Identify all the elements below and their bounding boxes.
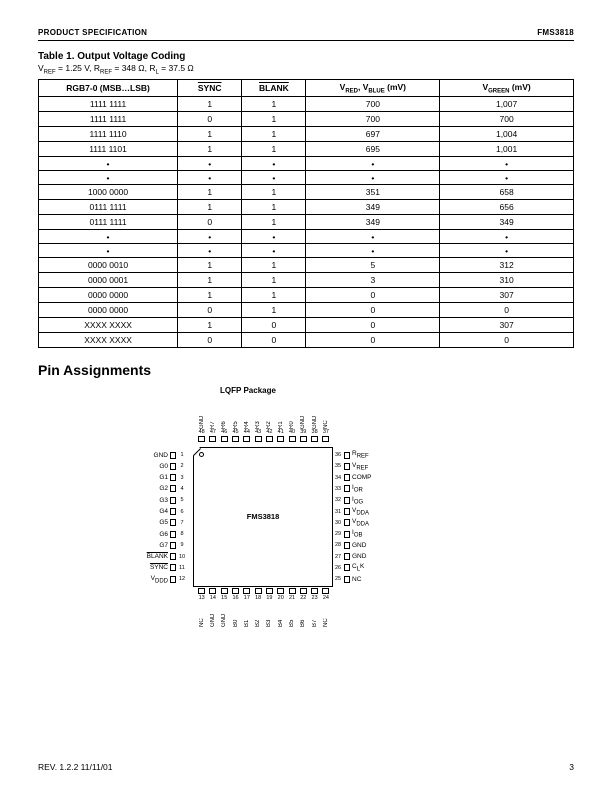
table-row: 0000 00000100 (39, 303, 574, 318)
chip-diagram: FMS3818 GND1G02G13G24G35G46G57G68G79BLAN… (98, 397, 458, 627)
table-header: RGB7-0 (MSB…LSB) (39, 79, 178, 97)
table-row: 0000 0001113310 (39, 273, 574, 288)
table-header: BLANK (242, 79, 306, 97)
table-row: 0111 111101349349 (39, 215, 574, 230)
page-header: PRODUCT SPECIFICATION FMS3818 (38, 28, 574, 41)
chip-part-number: FMS3818 (193, 512, 333, 521)
table-header: VRED, VBLUE (mV) (306, 79, 440, 97)
right-pins: 36RREF35VREF34COMP33IOR32IOG31VDDA30VDDA… (334, 449, 390, 585)
table-row: XXXX XXXX0000 (39, 333, 574, 348)
header-right: FMS3818 (537, 28, 574, 37)
table-row: 0000 0000110307 (39, 288, 574, 303)
table-header: VGREEN (mV) (440, 79, 574, 97)
table-subtitle: VREF = 1.25 V, RREF = 348 Ω, RL = 37.5 Ω (38, 63, 574, 76)
package-label: LQFP Package (178, 386, 318, 395)
table-row: 1111 111101700700 (39, 112, 574, 127)
bottom-pins: 13NC14GND15GND16B017B118B219B320B421B522… (196, 588, 332, 627)
table-header: SYNC (178, 79, 242, 97)
page-footer: REV. 1.2.2 11/11/01 3 (38, 762, 574, 772)
table-row: 0000 0010115312 (39, 258, 574, 273)
voltage-coding-table: RGB7-0 (MSB…LSB)SYNCBLANKVRED, VBLUE (mV… (38, 79, 574, 349)
table-row: ••••• (39, 157, 574, 171)
table-row: 0111 111111349656 (39, 200, 574, 215)
table-row: 1111 1111117001,007 (39, 97, 574, 112)
top-pins: GND48R747R646R545R444R343R242R141R040GND… (196, 405, 332, 442)
table-row: 1111 1101116951,001 (39, 142, 574, 157)
pin-assignments-title: Pin Assignments (38, 362, 574, 378)
footer-page-num: 3 (569, 762, 574, 772)
table-row: ••••• (39, 244, 574, 258)
table-row: ••••• (39, 230, 574, 244)
table-row: ••••• (39, 171, 574, 185)
left-pins: GND1G02G13G24G35G46G57G68G79BLANK10SYNC1… (138, 449, 186, 585)
table-row: 1000 000011351658 (39, 185, 574, 200)
header-left: PRODUCT SPECIFICATION (38, 28, 147, 37)
table-row: 1111 1110116971,004 (39, 127, 574, 142)
table-title: Table 1. Output Voltage Coding (38, 51, 574, 62)
table-row: XXXX XXXX100307 (39, 318, 574, 333)
footer-rev: REV. 1.2.2 11/11/01 (38, 762, 113, 772)
